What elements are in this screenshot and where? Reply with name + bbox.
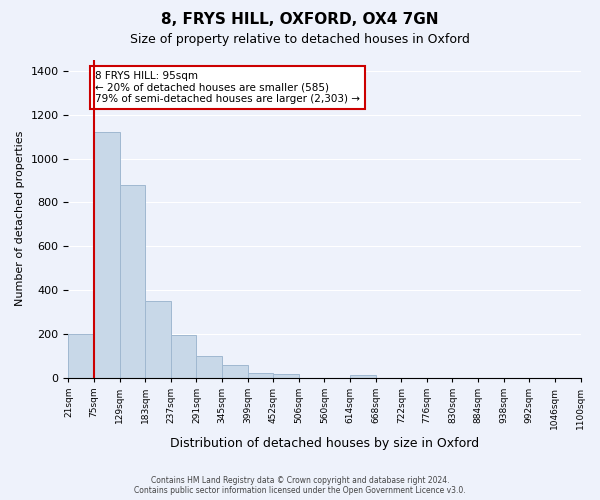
Bar <box>248 372 273 378</box>
Bar <box>273 374 299 378</box>
Bar <box>119 185 145 378</box>
Bar <box>68 334 94 378</box>
Bar <box>94 132 119 378</box>
Y-axis label: Number of detached properties: Number of detached properties <box>15 131 25 306</box>
Bar <box>171 335 196 378</box>
Bar <box>350 375 376 378</box>
X-axis label: Distribution of detached houses by size in Oxford: Distribution of detached houses by size … <box>170 437 479 450</box>
Text: Size of property relative to detached houses in Oxford: Size of property relative to detached ho… <box>130 32 470 46</box>
Bar <box>196 356 222 378</box>
Text: Contains HM Land Registry data © Crown copyright and database right 2024.
Contai: Contains HM Land Registry data © Crown c… <box>134 476 466 495</box>
Text: 8, FRYS HILL, OXFORD, OX4 7GN: 8, FRYS HILL, OXFORD, OX4 7GN <box>161 12 439 28</box>
Bar <box>145 301 171 378</box>
Text: 8 FRYS HILL: 95sqm
← 20% of detached houses are smaller (585)
79% of semi-detach: 8 FRYS HILL: 95sqm ← 20% of detached hou… <box>95 71 360 104</box>
Bar <box>222 366 248 378</box>
